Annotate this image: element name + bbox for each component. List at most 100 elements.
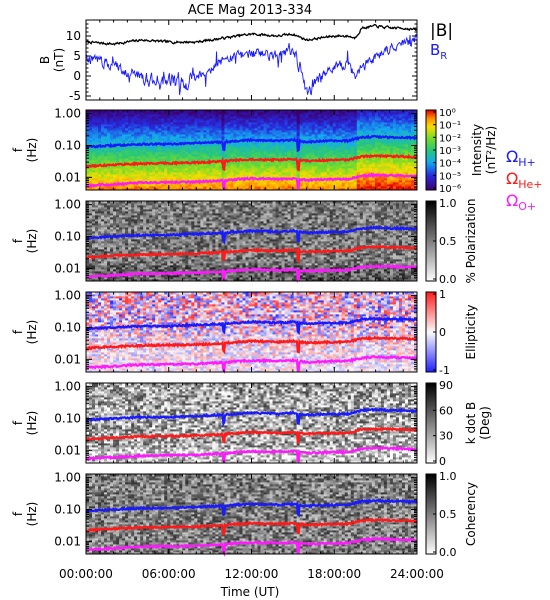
spectrogram-cell	[302, 168, 307, 171]
spectrogram-cell	[257, 152, 261, 155]
spectrogram-cell	[269, 112, 273, 115]
spectrogram-cell	[272, 152, 276, 155]
spectrogram-cell	[149, 128, 153, 131]
spectrogram-cell	[389, 172, 394, 175]
spectrogram-cell	[308, 138, 313, 141]
spectrogram-cell	[206, 136, 210, 139]
spectrogram-cell	[200, 150, 204, 153]
spectrogram-cell	[278, 172, 282, 175]
spectrogram-cell	[326, 120, 331, 123]
spectrogram-cell	[116, 136, 120, 139]
spectrogram-cell	[302, 150, 307, 153]
spectrogram-cell	[290, 160, 295, 163]
spectrogram-cell	[341, 172, 346, 175]
spectrogram-cell	[209, 146, 213, 149]
spectrogram-cell	[194, 116, 198, 119]
spectrogram-cell	[155, 124, 159, 127]
spectrogram-cell	[398, 164, 403, 167]
spectrogram-cell	[206, 178, 210, 181]
spectrogram-cell	[398, 122, 403, 125]
spectrogram-cell	[257, 136, 261, 139]
spectrogram-cell	[200, 164, 204, 167]
spectrogram-cell	[119, 138, 123, 141]
spectrogram-cell	[263, 114, 267, 117]
spectrogram-cell	[242, 180, 246, 183]
spectrogram-cell	[341, 142, 346, 145]
spectrogram-cell	[275, 126, 279, 129]
spectrogram-cell	[89, 152, 93, 155]
spectrogram-cell	[152, 146, 156, 149]
spectrogram-cell	[320, 182, 325, 185]
spectrogram-cell	[254, 120, 258, 123]
spectrogram-cell	[167, 168, 171, 171]
spectrogram-cell	[395, 178, 400, 181]
spectrogram-cell	[239, 130, 243, 133]
spectrogram-cell	[122, 138, 126, 141]
spectrogram-cell	[140, 120, 144, 123]
spectrogram-cell	[314, 166, 319, 169]
spectrogram-cell	[164, 110, 168, 113]
spectrogram-cell	[191, 186, 195, 189]
spectrogram-cell	[86, 124, 90, 127]
spectrogram-cell	[302, 112, 307, 115]
spectrogram-cell	[146, 168, 150, 171]
spectrogram-cell	[104, 174, 108, 177]
spectrogram-cell	[257, 126, 261, 129]
spectrogram-cell	[212, 114, 216, 117]
spectrogram-cell	[248, 180, 252, 183]
spectrogram-cell	[401, 178, 406, 181]
spectrogram-cell	[257, 132, 261, 135]
spectrogram-cell	[104, 154, 108, 157]
spectrogram-cell	[341, 128, 346, 131]
spectrogram-cell	[356, 178, 361, 181]
spectrogram-cell	[128, 158, 132, 161]
spectrogram-cell	[281, 184, 285, 187]
spectrogram-cell	[116, 122, 120, 125]
spectrogram-cell	[290, 148, 295, 151]
spectrogram-cell	[380, 110, 385, 113]
spectrogram-cell	[167, 152, 171, 155]
spectrogram-cell	[269, 182, 273, 185]
spectrogram-cell	[380, 128, 385, 131]
spectrogram-cell	[152, 136, 156, 139]
spectrogram-cell	[386, 122, 391, 125]
spectrogram-cell	[263, 168, 267, 171]
spectrogram-cell	[134, 110, 138, 113]
spectrogram-cell	[407, 148, 412, 151]
spectrogram-cell	[320, 188, 325, 191]
spectrogram-cell	[125, 130, 129, 133]
spectrogram-cell	[335, 164, 340, 167]
spectrogram-cell	[131, 154, 135, 157]
spectrogram-cell	[284, 130, 289, 133]
spectrogram-cell	[221, 112, 225, 115]
spectrogram-cell	[368, 142, 373, 145]
spectrogram-cell	[107, 166, 111, 169]
spectrogram-cell	[332, 150, 337, 153]
spectrogram-cell	[269, 162, 273, 165]
spectrogram-cell	[185, 130, 189, 133]
spectrogram-cell	[152, 120, 156, 123]
spectrogram-cell	[197, 150, 201, 153]
spectrogram-cell	[128, 152, 132, 155]
spectrogram-cell	[98, 172, 102, 175]
spectrogram-cell	[179, 124, 183, 127]
spectrogram-cell	[338, 186, 343, 189]
spectrogram-cell	[122, 154, 126, 157]
spectrogram-cell	[113, 156, 117, 159]
spectrogram-cell	[287, 164, 292, 167]
spectrogram-cell	[101, 156, 105, 159]
spectrogram-cell	[110, 152, 114, 155]
spectrogram-cell	[383, 144, 388, 147]
spectrogram-cell	[113, 166, 117, 169]
spectrogram-cell	[389, 116, 394, 119]
spectrogram-cell	[398, 178, 403, 181]
spectrogram-cell	[410, 160, 415, 163]
spectrogram-cell	[299, 120, 304, 123]
spectrogram-cell	[266, 166, 270, 169]
spectrogram-cell	[89, 160, 93, 163]
spectrogram-cell	[389, 170, 394, 173]
spectrogram-cell	[218, 114, 222, 117]
spectrogram-cell	[128, 138, 132, 141]
spectrogram-cell	[164, 132, 168, 135]
spectrogram-cell	[293, 148, 298, 151]
